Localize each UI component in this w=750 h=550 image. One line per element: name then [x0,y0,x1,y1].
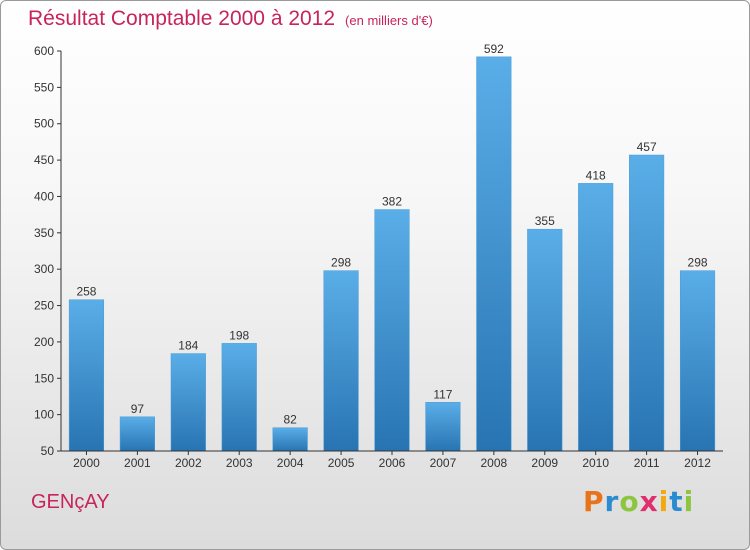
logo-letter: o [619,485,640,518]
y-tick-label-550: 550 [34,80,54,94]
logo-letter: x [639,485,659,518]
bar-2010 [578,183,614,452]
y-tick-label-100: 100 [34,408,54,422]
data-label-2011: 457 [637,140,657,154]
x-tick-label-2003: 2003 [226,456,253,470]
x-tick-label-2002: 2002 [175,456,202,470]
x-tick-label-2001: 2001 [124,456,151,470]
x-tick-label-2012: 2012 [684,456,711,470]
y-tick-label-300: 300 [34,262,54,276]
data-label-2002: 184 [178,339,198,353]
data-label-2001: 97 [131,402,145,416]
chart-unit-label: (en milliers d'€) [345,13,433,28]
logo-letter: i [683,485,695,518]
data-label-2000: 258 [76,285,96,299]
x-tick-label-2000: 2000 [73,456,100,470]
data-label-2004: 82 [283,413,297,427]
bar-2012 [679,270,716,452]
bars-group: 258 97 184 198 82 298 382 117 592 355 418 457 298 [68,42,716,452]
bar-2011 [629,154,665,452]
x-tick-label-2010: 2010 [582,456,609,470]
data-label-2009: 355 [535,214,555,228]
logo-letter: P [583,485,605,518]
bar-2001 [119,416,155,452]
y-tick-label-150: 150 [34,371,54,385]
logo-letter: t [669,485,684,518]
data-label-2012: 298 [688,256,708,270]
data-label-2007: 117 [433,387,452,401]
y-tick-label-50: 50 [41,444,55,458]
chart-title-text: Résultat Comptable 2000 à 2012 [28,7,336,30]
x-tick-label-2011: 2011 [634,456,660,470]
y-tick-label-200: 200 [34,335,54,349]
chart-title: Résultat Comptable 2000 à 2012 (en millie… [28,7,433,31]
bar-2005 [323,270,359,452]
x-tick-label-2005: 2005 [328,456,355,470]
bar-2002 [170,353,206,452]
y-tick-label-500: 500 [34,117,54,131]
axes-group: 2000 2001 2002 2003 2004 2005 2006 2007 2008 2009… [34,44,723,470]
bar-2007 [425,402,461,452]
logo-letter: r [604,485,620,518]
bar-2000 [68,299,105,452]
y-tick-label-450: 450 [34,153,54,167]
bar-2004 [272,427,308,452]
y-tick-label-250: 250 [34,299,54,313]
data-label-2006: 382 [382,195,402,209]
x-tick-label-2008: 2008 [480,456,507,470]
bar-2009 [527,228,563,452]
proxiti-logo: Proxiti [583,485,694,518]
y-tick-label-600: 600 [34,44,54,58]
data-label-2008: 592 [484,42,504,56]
logo-letter: i [658,485,670,518]
x-tick-label-2004: 2004 [277,456,304,470]
data-label-2005: 298 [331,256,351,270]
bar-2008 [476,56,512,452]
x-tick-label-2009: 2009 [531,456,558,470]
bar-2003 [221,343,257,452]
data-label-2010: 418 [586,168,606,182]
bar-2006 [374,209,410,452]
x-tick-label-2006: 2006 [379,456,406,470]
x-tick-label-2007: 2007 [430,456,457,470]
y-tick-label-350: 350 [34,226,54,240]
y-tick-label-400: 400 [34,189,54,203]
data-label-2003: 198 [229,328,249,342]
town-name: GENçAY [31,491,110,513]
